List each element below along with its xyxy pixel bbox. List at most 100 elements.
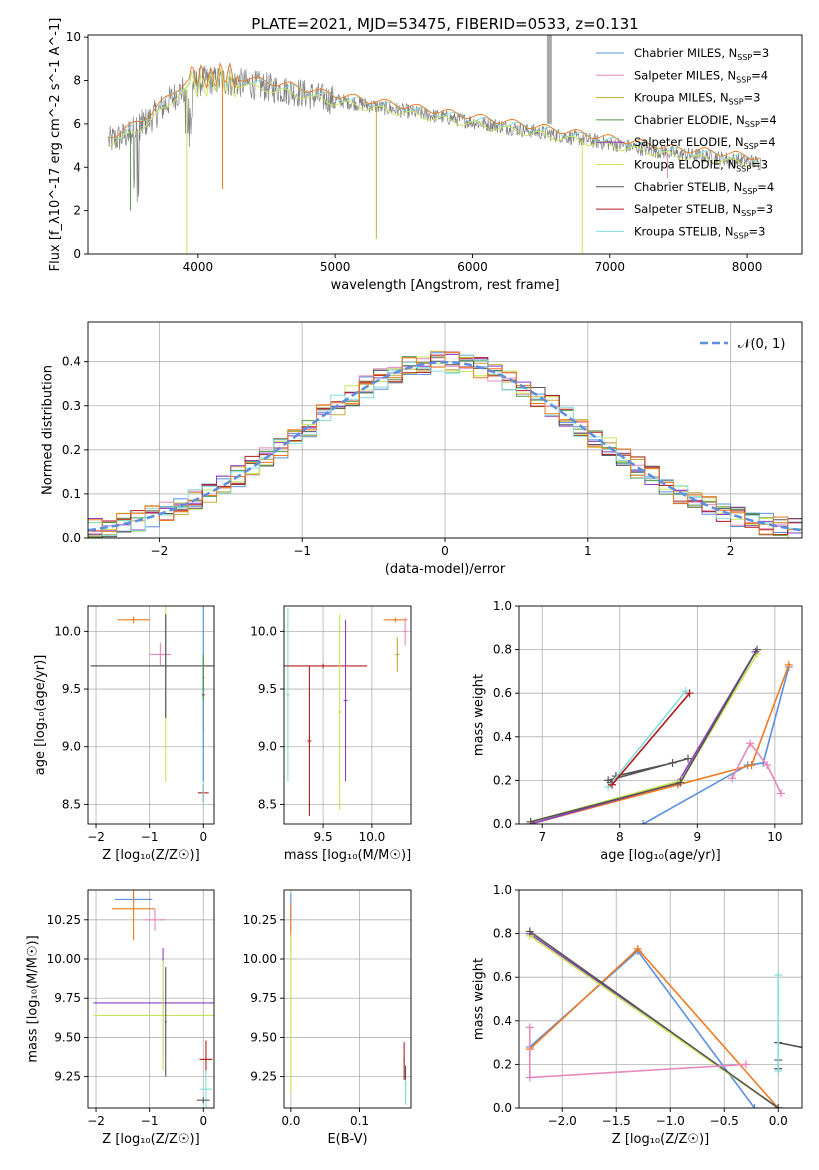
plot-area xyxy=(93,890,214,1108)
legend-entry: Kroupa ELODIE, NSSP=3 xyxy=(634,158,768,174)
axes-frame xyxy=(87,889,215,1109)
weight-marker xyxy=(784,660,793,669)
y-tick-label: 4 xyxy=(73,160,81,174)
weight-marker xyxy=(633,944,642,953)
y-tick-label: 0 xyxy=(73,247,81,261)
x-tick-label: 0 xyxy=(199,830,207,844)
x-axis-label: wavelength [Angstrom, rest frame] xyxy=(331,278,560,293)
weight-line xyxy=(529,949,756,1108)
plot-area xyxy=(90,606,214,805)
axes-frame xyxy=(283,889,412,1109)
weight-line xyxy=(530,664,790,824)
weight-marker xyxy=(676,778,685,787)
figure-title: PLATE=2021, MJD=53475, FIBERID=0533, z=0… xyxy=(251,15,638,33)
plot-area xyxy=(525,927,815,1108)
axes-frame xyxy=(87,34,803,255)
x-tick-label: 0.1 xyxy=(350,1114,369,1128)
spectrum-panel: 4000 5000 6000 7000 8000 0 2 4 6 8 10 wavelength [A… xyxy=(48,18,803,293)
legend-subscript: SSP xyxy=(736,75,751,84)
weight-marker xyxy=(668,758,677,767)
y-tick-label: 8 xyxy=(73,74,81,88)
y-tick-label: 0.0 xyxy=(493,1101,512,1115)
legend-count: =4 xyxy=(759,135,776,149)
legend-entry: 𝒩(0, 1) xyxy=(738,337,785,352)
weight-marker xyxy=(774,1104,783,1108)
axes-frame xyxy=(283,605,412,825)
x-tick-label: −2 xyxy=(87,830,105,844)
plot-area xyxy=(88,350,802,538)
y-tick-label: 1.0 xyxy=(493,883,512,897)
y-tick-label: 0.2 xyxy=(493,773,512,787)
weight-marker xyxy=(684,754,693,763)
weight-marker xyxy=(763,761,772,770)
y-axis-label: Flux [f_λ10^-17 erg cm^-2 s^-1 A^-1] xyxy=(48,18,63,272)
y-tick-label: 9.0 xyxy=(258,740,277,754)
weight-line xyxy=(530,653,758,823)
legend-entry: Salpeter ELODIE, NSSP=4 xyxy=(634,135,776,151)
x-tick-label: 8 xyxy=(616,830,624,844)
age_vs_Z-panel: −2 −1 0 8.5 9.0 9.5 10.0 Z [log₁₀(Z/Z☉)] age [lo… xyxy=(33,605,215,863)
y-tick-label: 9.25 xyxy=(54,1070,81,1084)
y-axis-label: mass [log₁₀(M/M☉)] xyxy=(26,935,41,1062)
x-tick-label: −1 xyxy=(293,544,311,558)
x-axis-label: age [log₁₀(age/yr)] xyxy=(600,848,721,863)
weight-marker xyxy=(774,1066,783,1075)
x-tick-label: 7 xyxy=(538,830,546,844)
legend-subscript: SSP xyxy=(737,53,752,62)
x-axis-label: Z [log₁₀(Z/Z☉)] xyxy=(102,848,199,863)
legend-subscript: SSP xyxy=(736,165,751,174)
weight-line xyxy=(642,666,790,824)
weight-marker xyxy=(777,789,786,798)
weight-marker xyxy=(526,817,535,824)
y-tick-label: 10 xyxy=(66,30,81,44)
x-tick-label: 10.0 xyxy=(359,830,386,844)
y-tick-label: 10.25 xyxy=(47,913,81,927)
y-tick-label: 9.50 xyxy=(250,1030,277,1044)
residuals-panel: −2 −1 0 1 2 0.0 0.1 0.2 0.3 0.4 (data-model)/error… xyxy=(41,321,803,577)
weight-line xyxy=(530,649,758,823)
x-tick-label: 5000 xyxy=(320,260,351,274)
y-tick-label: 0.8 xyxy=(493,643,512,657)
x-tick-label: 4000 xyxy=(183,260,214,274)
legend-entry: Chabrier ELODIE, NSSP=4 xyxy=(634,113,777,129)
x-axis-label: E(B-V) xyxy=(327,1132,367,1147)
weight-line xyxy=(529,930,779,1108)
mass_vs_Z-panel: −2 −1 0 9.25 9.50 9.75 10.00 10.25 Z [log₁₀(Z/Z☉… xyxy=(26,889,215,1147)
x-tick-label: −1.5 xyxy=(602,1114,631,1128)
y-tick-label: 10.0 xyxy=(250,624,277,638)
y-tick-label: 9.0 xyxy=(62,740,81,754)
y-tick-label: 6 xyxy=(73,117,81,131)
y-tick-label: 9.75 xyxy=(54,991,81,1005)
axes-frame xyxy=(518,605,803,825)
weight-marker xyxy=(753,645,762,654)
legend-subscript: SSP xyxy=(742,187,757,196)
y-axis-label: mass weight xyxy=(472,674,487,756)
weight-marker xyxy=(746,739,755,748)
weight-marker xyxy=(525,1023,534,1032)
weight-line xyxy=(611,692,691,786)
x-axis-label: Z [log₁₀(Z/Z☉)] xyxy=(612,1132,709,1147)
legend-entry: Chabrier STELIB, NSSP=4 xyxy=(634,180,774,196)
x-tick-label: 1 xyxy=(584,544,592,558)
y-tick-label: 2 xyxy=(73,204,81,218)
x-tick-label: 9 xyxy=(694,830,702,844)
y-axis-label: age [log₁₀(age/yr)] xyxy=(33,655,48,776)
weight-marker xyxy=(525,1073,534,1082)
x-tick-label: −1.0 xyxy=(656,1114,685,1128)
weight-marker xyxy=(807,1045,815,1053)
weight-marker xyxy=(525,927,534,936)
y-tick-label: 0.3 xyxy=(62,399,81,413)
weight-marker xyxy=(728,774,737,783)
weight-marker xyxy=(747,761,756,770)
legend-subscript: SSP xyxy=(744,142,759,151)
y-tick-label: 0.6 xyxy=(493,970,512,984)
x-tick-label: 10 xyxy=(767,830,782,844)
residual-histogram xyxy=(88,352,802,535)
weight-line xyxy=(778,1041,802,1049)
plot-area xyxy=(526,645,793,824)
y-tick-label: 1.0 xyxy=(493,599,512,613)
weight-line xyxy=(607,690,687,788)
y-axis-label: mass weight xyxy=(472,958,487,1040)
weight-marker xyxy=(685,689,694,698)
